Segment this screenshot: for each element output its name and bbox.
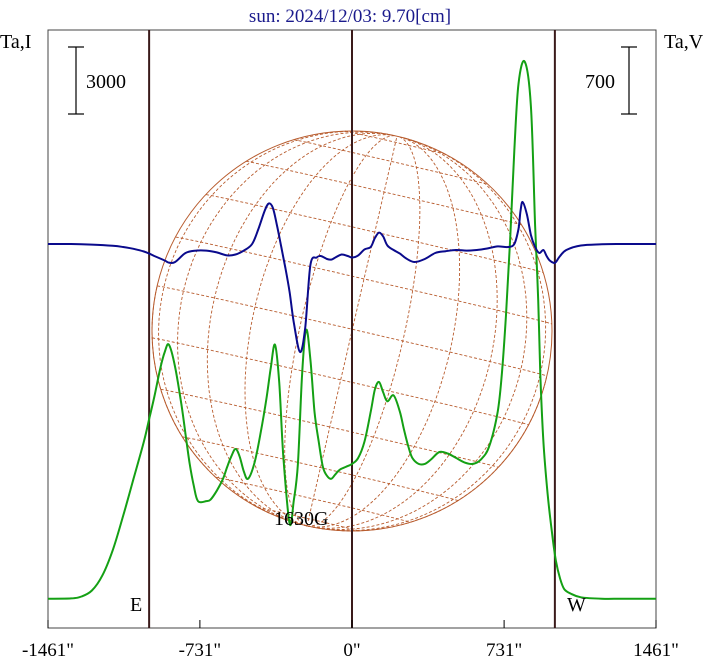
longitude-line — [306, 137, 498, 529]
x-tick-label: 731" — [486, 640, 522, 661]
data-series — [47, 59, 657, 600]
x-tick-label: 1461" — [633, 640, 679, 661]
longitude-line — [206, 132, 390, 527]
east-label: E — [130, 594, 142, 616]
left-scale-bar — [68, 46, 84, 115]
x-axis-ticks: -1461" -731" 0" 731" 1461" — [22, 620, 679, 661]
longitude-line — [306, 138, 547, 532]
x-tick-label: 0" — [343, 640, 360, 661]
right-scale-bar — [621, 46, 637, 115]
longitude-line — [306, 375, 548, 532]
right-axis-label: Ta,V — [664, 31, 704, 53]
intensity-series-line — [47, 201, 657, 354]
vertical-markers — [148, 30, 556, 628]
x-tick-label: -1461" — [22, 640, 74, 661]
latitude-line — [293, 139, 489, 186]
longitude-line — [244, 134, 392, 527]
right-scale-label: 700 — [585, 71, 615, 93]
latitude-line — [345, 130, 447, 155]
solar-disk-grid — [151, 130, 553, 532]
latitude-line — [175, 236, 552, 325]
longitude-line — [151, 285, 308, 527]
left-axis-label: Ta,I — [0, 31, 31, 53]
west-label: W — [567, 594, 586, 616]
latitude-line — [182, 436, 459, 502]
longitude-line — [306, 137, 461, 528]
longitude-line — [284, 135, 395, 527]
longitude-line — [177, 131, 389, 527]
longitude-line — [306, 137, 528, 530]
chart-title: sun: 2024/12/03: 9.70[cm] — [249, 6, 451, 27]
x-tick-label: -731" — [179, 640, 222, 661]
left-scale-label: 3000 — [86, 71, 126, 93]
polarization-series-line — [47, 59, 657, 600]
longitude-line — [158, 130, 388, 527]
longitude-line — [306, 136, 421, 527]
feature-label: 1630G — [274, 508, 328, 530]
